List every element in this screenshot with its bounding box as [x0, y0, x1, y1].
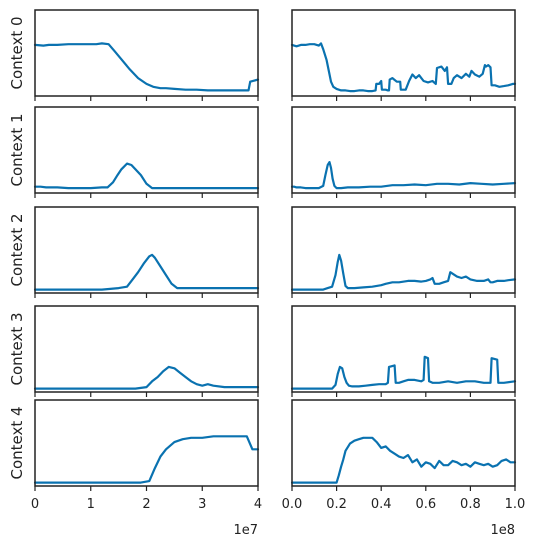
panel-frame-context-3-col-0 — [34, 305, 259, 393]
x-tick-label-col-1-5: 1.0 — [505, 497, 526, 512]
x-offset-label-col-0: 1e7 — [233, 523, 258, 538]
row-label-context-1: Context 1 — [8, 113, 26, 186]
panel-frame-context-4-col-1 — [291, 399, 516, 487]
series-line-context-2-col-0 — [33, 253, 260, 291]
series-line-context-3-col-0 — [33, 365, 260, 390]
x-tick-label-col-0-3: 3 — [198, 497, 206, 512]
x-tick-label-col-0-0: 0 — [31, 497, 39, 512]
series-line-context-1-col-1 — [290, 161, 517, 190]
row-label-context-3: Context 3 — [8, 312, 26, 385]
series-line-context-3-col-1 — [290, 355, 517, 390]
x-tick-label-col-0-4: 4 — [254, 497, 262, 512]
row-label-context-4: Context 4 — [8, 406, 26, 479]
series-line-context-1-col-0 — [33, 162, 260, 190]
panel-frame-context-2-col-1 — [291, 206, 516, 294]
panel-frame-context-2-col-0 — [34, 206, 259, 294]
panel-frame-context-4-col-0 — [34, 399, 259, 487]
x-tick-label-col-0-1: 1 — [87, 497, 95, 512]
x-offset-label-col-1: 1e8 — [490, 523, 515, 538]
series-line-context-0-col-0 — [33, 42, 260, 92]
series-line-context-0-col-1 — [290, 42, 517, 93]
series-line-context-4-col-1 — [290, 436, 517, 484]
panel-frame-context-3-col-1 — [291, 305, 516, 393]
x-tick-label-col-0-2: 2 — [142, 497, 150, 512]
panel-frame-context-0-col-1 — [291, 9, 516, 97]
x-tick-label-col-1-3: 0.6 — [415, 497, 436, 512]
series-line-context-2-col-1 — [290, 253, 517, 291]
x-tick-label-col-1-0: 0.0 — [282, 497, 303, 512]
x-tick-label-col-1-2: 0.4 — [371, 497, 392, 512]
row-label-context-0: Context 0 — [8, 16, 26, 89]
x-tick-label-col-1-4: 0.8 — [460, 497, 481, 512]
row-label-context-2: Context 2 — [8, 213, 26, 286]
panel-frame-context-1-col-0 — [34, 106, 259, 194]
panel-frame-context-1-col-1 — [291, 106, 516, 194]
x-tick-label-col-1-1: 0.2 — [326, 497, 347, 512]
series-line-context-4-col-0 — [33, 435, 260, 484]
